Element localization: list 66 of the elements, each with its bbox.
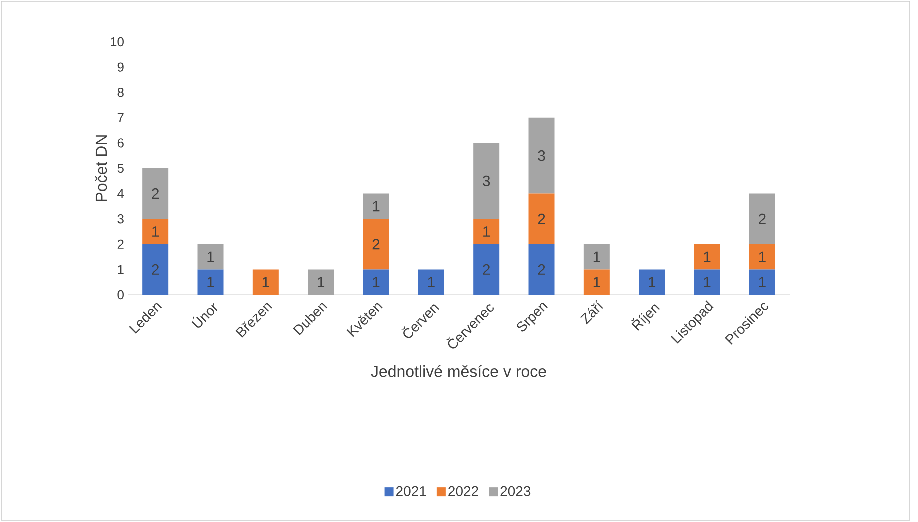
data-label: 3 bbox=[538, 150, 546, 162]
y-tick-label: 8 bbox=[118, 88, 124, 98]
bar bbox=[749, 244, 776, 270]
y-axis-title: Počet DN bbox=[95, 136, 108, 202]
x-axis-title: Jednotlivé měsíce v roce bbox=[371, 365, 546, 378]
bar bbox=[528, 244, 555, 295]
data-label: 2 bbox=[538, 214, 546, 224]
bar bbox=[142, 168, 169, 220]
data-label: 1 bbox=[208, 277, 214, 288]
data-label: 2 bbox=[759, 214, 766, 224]
data-label: 1 bbox=[373, 201, 380, 212]
bar bbox=[363, 219, 390, 270]
bar bbox=[252, 270, 279, 295]
data-label: 3 bbox=[482, 176, 490, 186]
data-label: 1 bbox=[152, 226, 160, 237]
bar bbox=[749, 270, 776, 295]
data-label: 1 bbox=[704, 252, 711, 262]
bar bbox=[418, 270, 444, 295]
data-label: 1 bbox=[318, 277, 325, 288]
y-tick-label: 4 bbox=[118, 189, 124, 198]
bar bbox=[198, 244, 224, 270]
data-label: 1 bbox=[373, 277, 380, 288]
bar bbox=[142, 244, 169, 295]
bar bbox=[363, 270, 390, 295]
bar bbox=[474, 244, 500, 295]
bar bbox=[474, 143, 500, 220]
y-tick-label: 7 bbox=[118, 113, 124, 122]
bar bbox=[142, 219, 169, 244]
legend-label: 2022 bbox=[448, 486, 478, 496]
data-label: 2 bbox=[483, 264, 490, 275]
y-tick-label: 3 bbox=[118, 214, 124, 224]
data-label: 2 bbox=[152, 264, 160, 275]
legend-label: 2023 bbox=[500, 486, 531, 496]
bar bbox=[363, 194, 390, 220]
bar bbox=[198, 270, 224, 295]
y-tick-label: 5 bbox=[118, 164, 124, 174]
y-tick-label: 6 bbox=[118, 138, 124, 148]
data-label: 2 bbox=[538, 264, 546, 275]
data-label: 1 bbox=[759, 277, 766, 288]
data-label: 1 bbox=[594, 277, 600, 288]
data-label: 1 bbox=[262, 277, 270, 288]
legend-label: 2021 bbox=[396, 486, 426, 496]
data-label: 1 bbox=[208, 252, 214, 262]
data-label: 2 bbox=[152, 188, 160, 200]
data-label: 1 bbox=[594, 252, 600, 262]
y-tick-label: 10 bbox=[110, 37, 124, 47]
data-label: 1 bbox=[649, 277, 656, 288]
bar bbox=[584, 270, 610, 295]
data-label: 1 bbox=[704, 277, 711, 288]
data-label: 1 bbox=[484, 226, 490, 237]
bar bbox=[584, 244, 610, 270]
bar bbox=[694, 270, 720, 295]
data-label: 2 bbox=[372, 239, 380, 250]
bar bbox=[528, 194, 555, 244]
bar bbox=[528, 118, 555, 194]
bar bbox=[749, 194, 776, 244]
data-label: 1 bbox=[759, 252, 766, 262]
bar bbox=[639, 270, 666, 295]
y-tick-label: 2 bbox=[118, 240, 124, 249]
bar bbox=[308, 270, 334, 295]
y-tick-label: 0 bbox=[118, 290, 124, 300]
y-tick-label: 9 bbox=[118, 62, 124, 72]
bar bbox=[694, 244, 720, 270]
y-tick-label: 1 bbox=[118, 265, 124, 274]
bar bbox=[474, 219, 500, 244]
data-label: 1 bbox=[428, 277, 435, 288]
